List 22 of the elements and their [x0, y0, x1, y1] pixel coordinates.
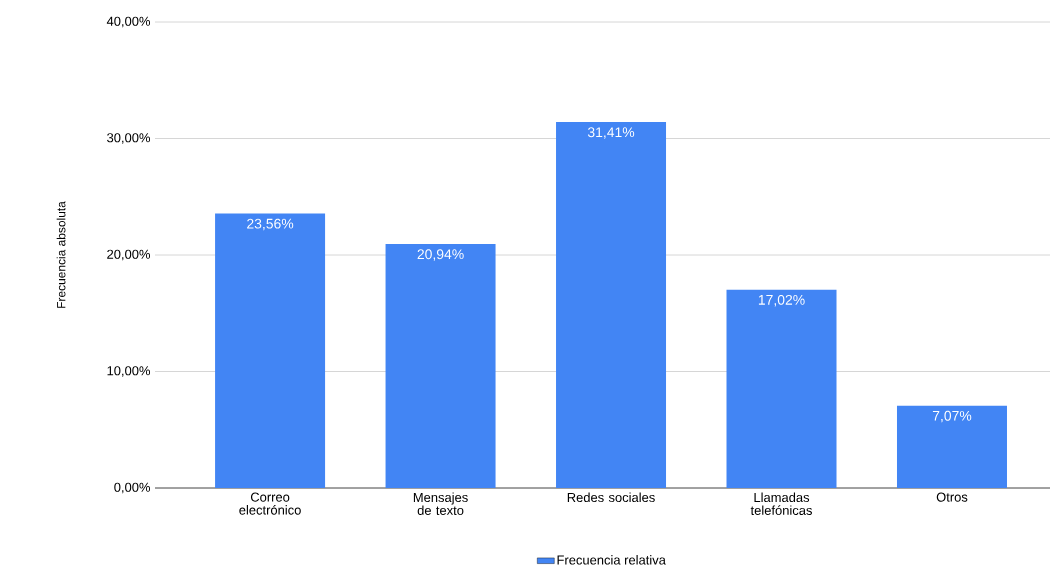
- y-tick-label: 0,00%: [114, 482, 151, 494]
- data-label: 17,02%: [758, 294, 805, 307]
- bar: [896, 405, 1007, 488]
- x-tick-label: Redes sociales: [567, 492, 655, 503]
- bar: [726, 289, 837, 488]
- y-axis-title: Frecuencia absoluta: [56, 201, 66, 308]
- x-tick-label: Llamadas telefónicas: [750, 492, 812, 515]
- data-label: 7,07%: [932, 410, 972, 423]
- x-tick-label: Mensajes de texto: [413, 492, 468, 515]
- y-tick-label: 30,00%: [107, 133, 151, 144]
- bar: [385, 244, 496, 488]
- y-tick-label: 40,00%: [106, 16, 151, 28]
- y-tick-label: 20,00%: [107, 249, 151, 261]
- data-label: 20,94%: [417, 249, 464, 261]
- data-label: 23,56%: [247, 218, 294, 231]
- y-tick-label: 10,00%: [107, 366, 151, 377]
- bar: [215, 213, 326, 488]
- data-label: 31,41%: [587, 127, 635, 139]
- legend-label: Frecuencia relativa: [557, 555, 666, 565]
- x-tick-label: Otros: [936, 492, 968, 502]
- bar: [556, 122, 667, 488]
- x-tick-label: Correo electrónico: [239, 492, 301, 515]
